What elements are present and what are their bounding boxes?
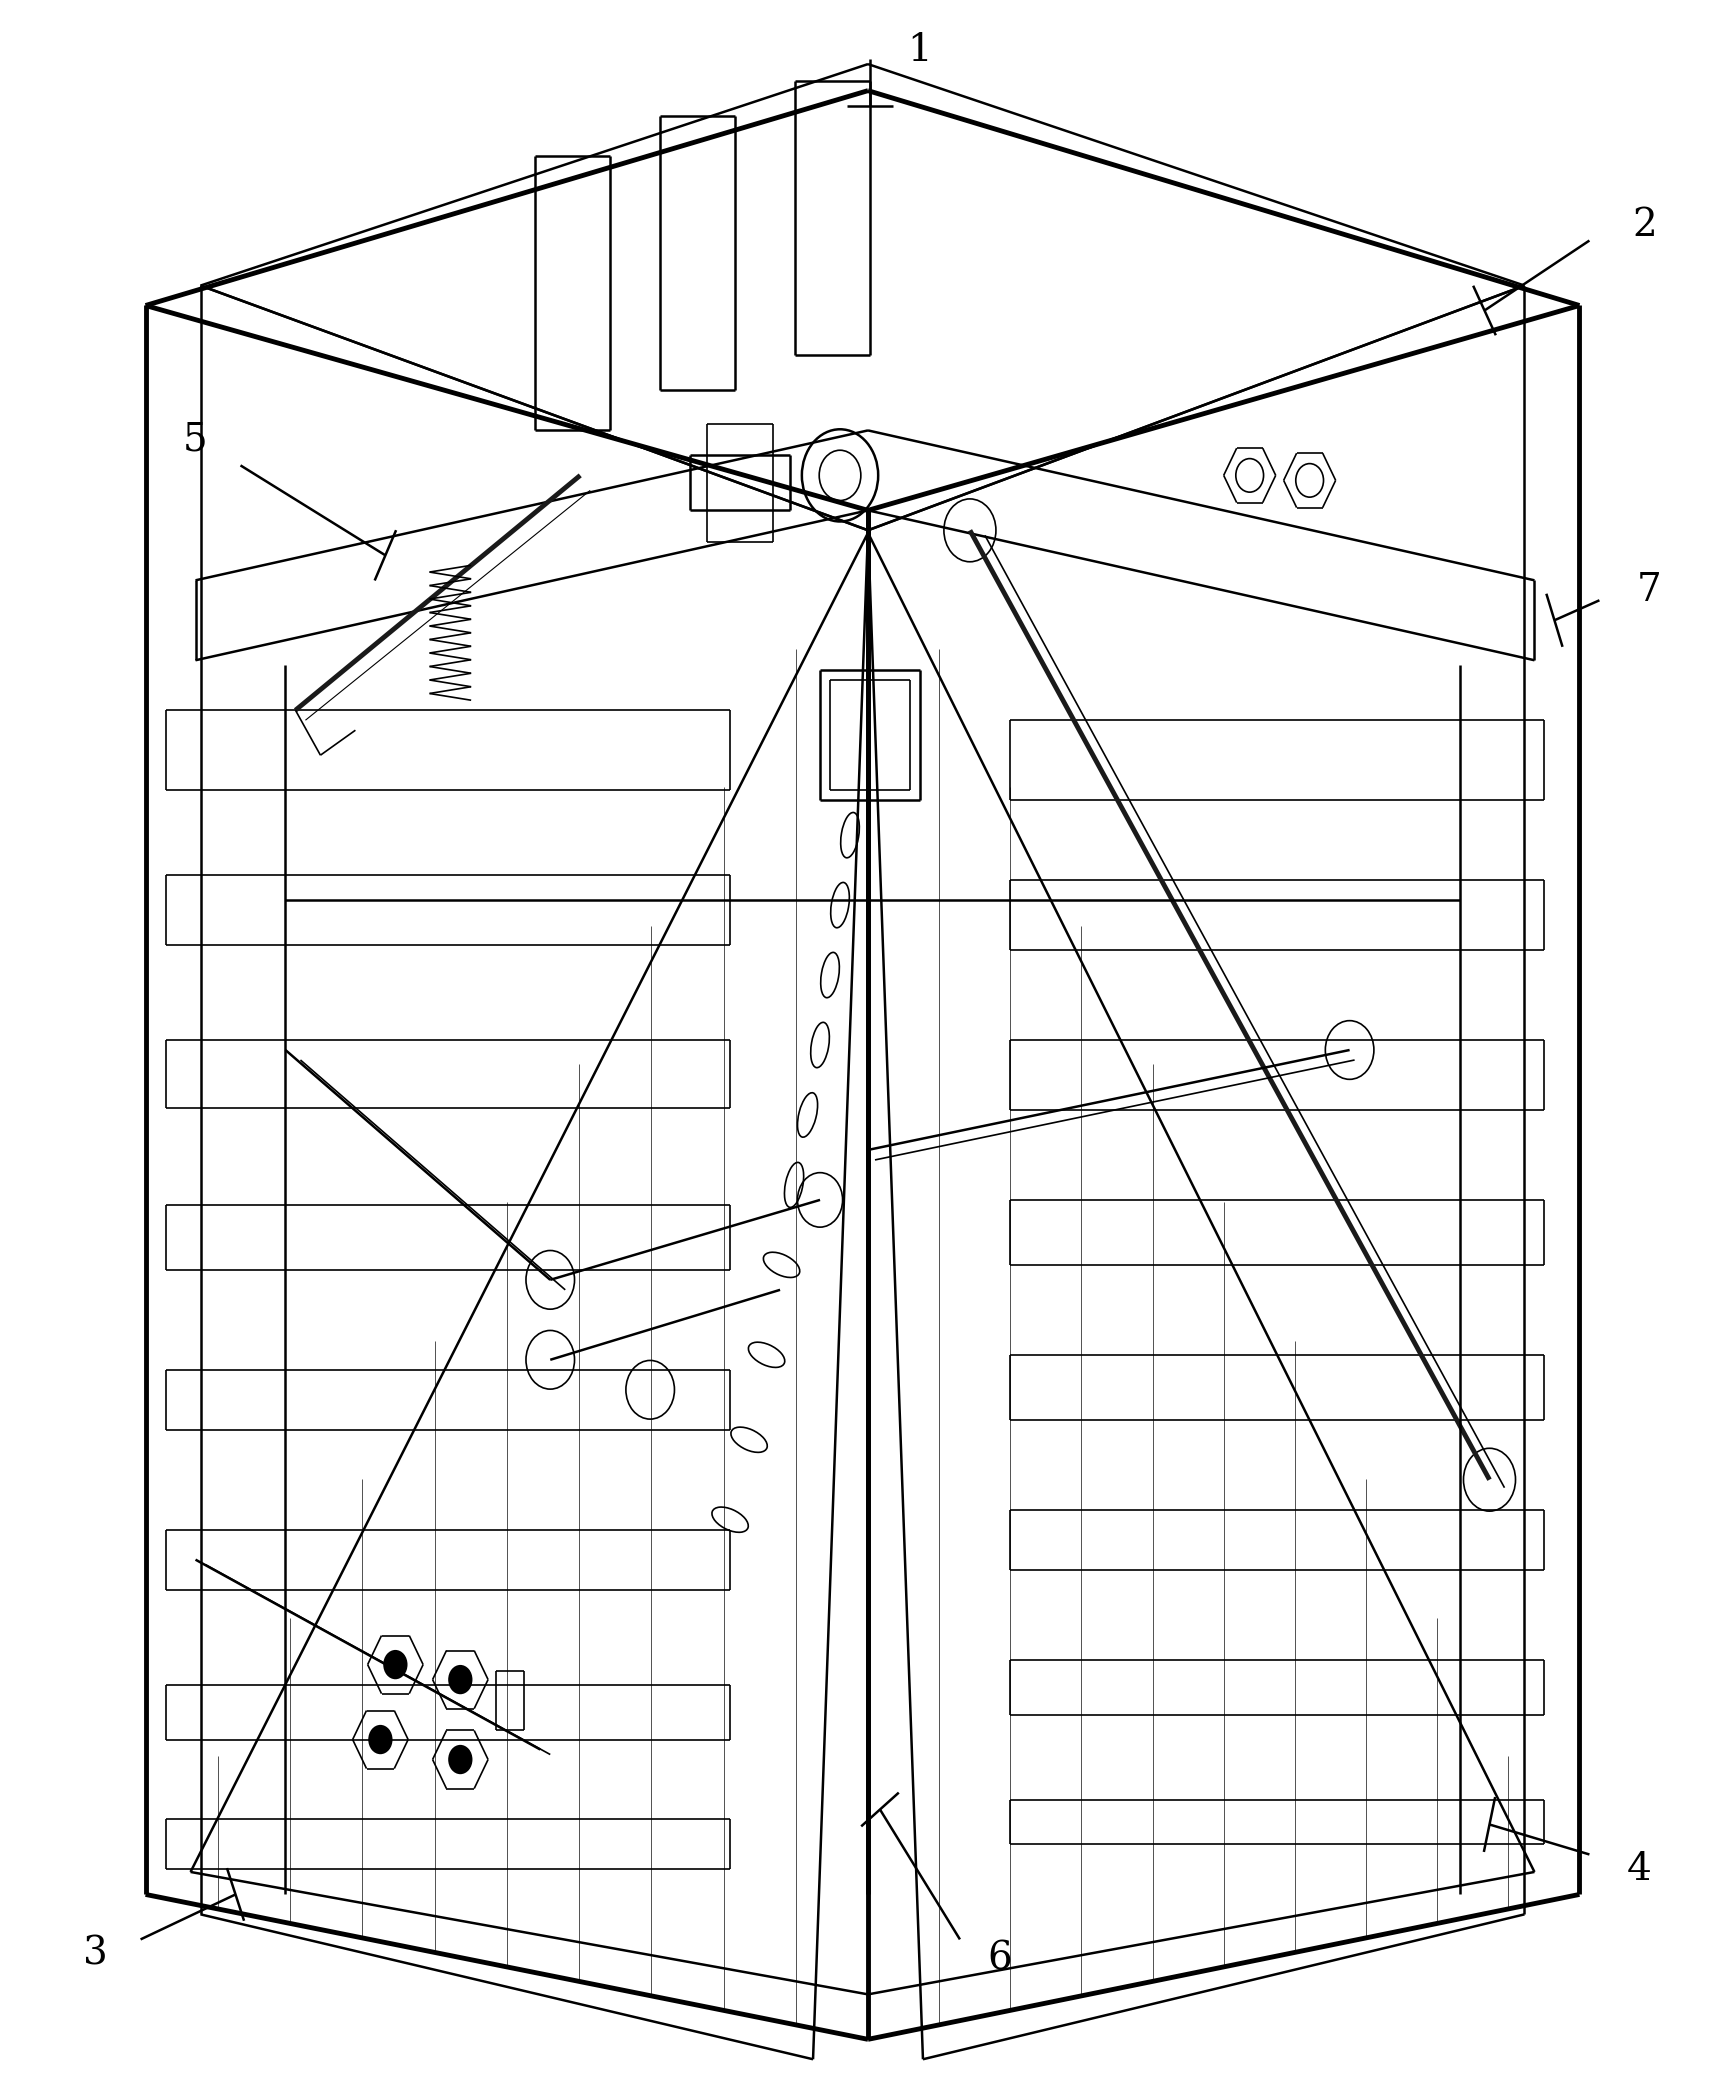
Text: 3: 3 xyxy=(83,1936,108,1973)
Circle shape xyxy=(368,1726,392,1755)
Circle shape xyxy=(448,1745,472,1774)
Text: 1: 1 xyxy=(908,31,932,69)
Text: 5: 5 xyxy=(184,421,208,459)
Circle shape xyxy=(384,1650,408,1680)
Circle shape xyxy=(448,1665,472,1694)
Text: 6: 6 xyxy=(988,1942,1012,1977)
Text: 2: 2 xyxy=(1632,208,1656,243)
Text: 4: 4 xyxy=(1627,1852,1653,1887)
Text: 7: 7 xyxy=(1637,572,1661,608)
